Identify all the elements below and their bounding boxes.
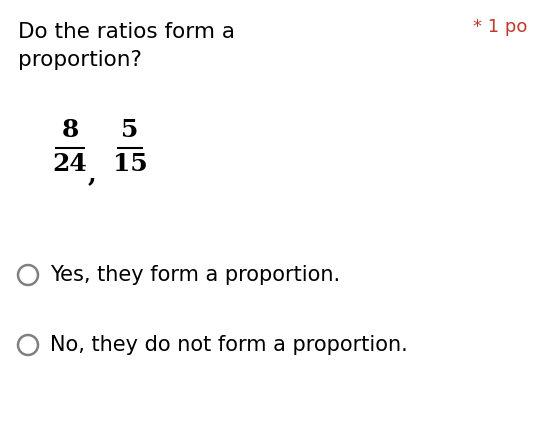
Text: 5: 5 [121, 118, 139, 142]
Text: * 1 po: * 1 po [472, 18, 527, 36]
Text: Do the ratios form a: Do the ratios form a [18, 22, 235, 42]
Text: 15: 15 [112, 152, 147, 176]
Text: proportion?: proportion? [18, 50, 142, 70]
Text: 8: 8 [61, 118, 79, 142]
Text: Yes, they form a proportion.: Yes, they form a proportion. [50, 265, 340, 285]
Text: 24: 24 [53, 152, 87, 176]
Text: No, they do not form a proportion.: No, they do not form a proportion. [50, 335, 408, 355]
Text: ,: , [88, 162, 97, 186]
